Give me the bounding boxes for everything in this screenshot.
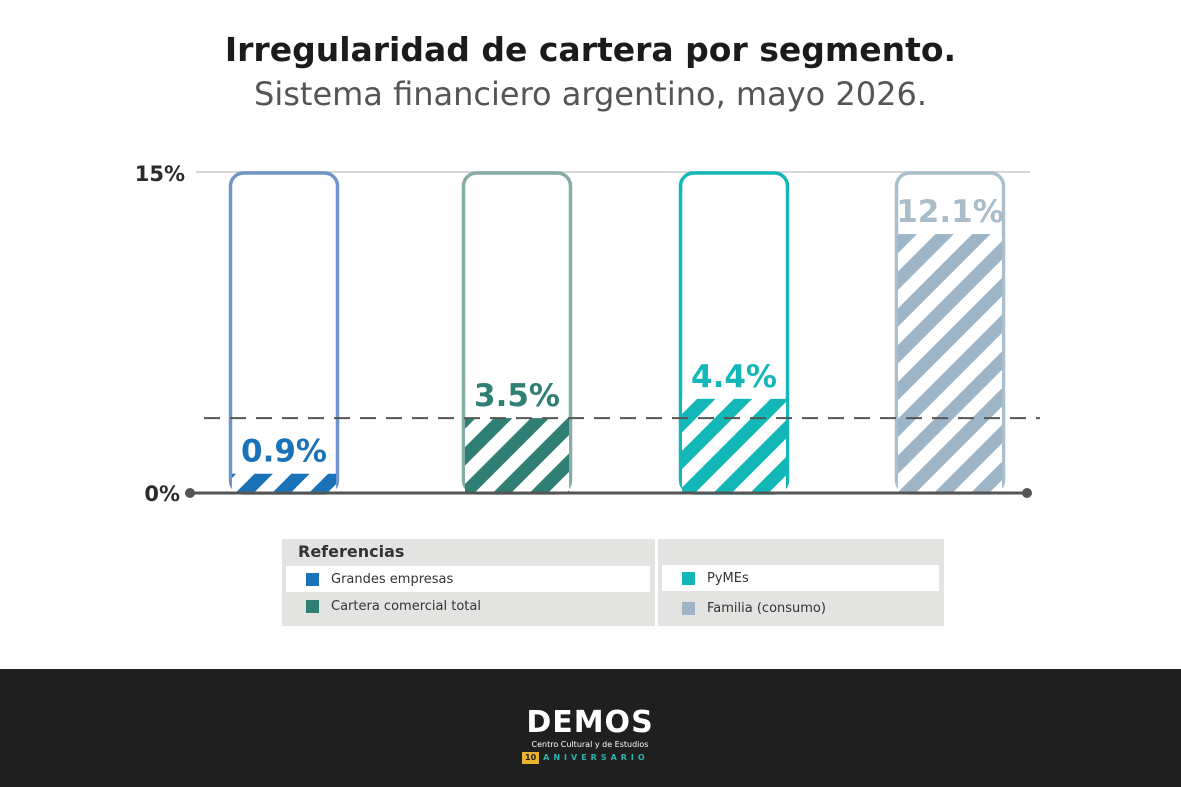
axis-end-dot xyxy=(185,488,195,498)
data-label: 0.9% xyxy=(241,434,327,470)
legend-swatch xyxy=(682,571,695,585)
legend: Referencias Grandes empresas Cartera com… xyxy=(282,539,944,626)
axis-end-dot xyxy=(1022,488,1032,498)
legend-swatch xyxy=(682,601,695,615)
legend-item-pymes: PyMEs xyxy=(662,565,939,591)
legend-swatch xyxy=(306,572,319,586)
logo-wordmark: DEMOS xyxy=(526,705,654,740)
bar-chart: 15% 0% 0.9% 3.5% 4.4% 12.1% xyxy=(135,162,1040,506)
bar-fill xyxy=(898,234,1002,493)
y-tick-label: 15% xyxy=(135,162,185,186)
footer: DEMOS Centro Cultural y de Estudios 10 A… xyxy=(0,669,1181,787)
legend-item-cartera-comercial-total: Cartera comercial total xyxy=(286,593,650,619)
data-label: 4.4% xyxy=(691,359,777,395)
legend-divider xyxy=(655,539,658,626)
anniversary-text: ANIVERSARIO xyxy=(543,753,649,762)
bar-fill xyxy=(682,398,786,493)
data-label: 3.5% xyxy=(474,378,560,414)
y-tick-label: 0% xyxy=(144,482,180,506)
anniversary-number: 10 xyxy=(522,752,540,764)
legend-item-label: Familia (consumo) xyxy=(707,600,826,616)
bar-fill xyxy=(232,473,336,493)
legend-swatch xyxy=(306,599,319,613)
logo-subtitle: Centro Cultural y de Estudios xyxy=(531,740,649,749)
bar-fill xyxy=(465,418,569,493)
demos-logo: DEMOS Centro Cultural y de Estudios 10 A… xyxy=(520,707,660,767)
data-label: 12.1% xyxy=(896,194,1004,230)
legend-item-label: Grandes empresas xyxy=(331,571,454,587)
anniversary-badge: 10 ANIVERSARIO xyxy=(522,752,658,764)
legend-item-grandes-empresas: Grandes empresas xyxy=(286,566,650,592)
chart-header: Irregularidad de cartera por segmento. S… xyxy=(0,28,1181,116)
legend-item-familia-consumo: Familia (consumo) xyxy=(662,595,939,621)
chart-subtitle: Sistema financiero argentino, mayo 2026. xyxy=(254,75,927,113)
legend-title: Referencias xyxy=(298,542,405,561)
chart-title: Irregularidad de cartera por segmento. xyxy=(224,30,957,69)
legend-item-label: Cartera comercial total xyxy=(331,598,481,614)
legend-item-label: PyMEs xyxy=(707,570,749,586)
